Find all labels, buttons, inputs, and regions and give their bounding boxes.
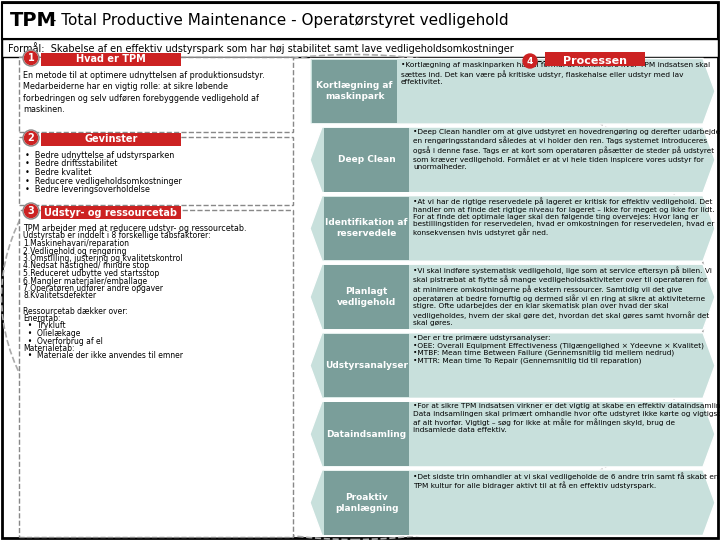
FancyBboxPatch shape [41, 133, 181, 146]
Circle shape [24, 132, 37, 145]
Polygon shape [310, 264, 715, 330]
Polygon shape [310, 195, 715, 261]
Text: Formål:  Skabelse af en effektiv udstyrspark som har høj stabilitet samt lave ve: Formål: Skabelse af en effektiv udstyrsp… [8, 42, 514, 54]
Text: 4: 4 [527, 57, 534, 65]
Text: - Total Productive Maintenance - Operatørstyret vedligehold: - Total Productive Maintenance - Operatø… [46, 14, 508, 29]
Text: Hvad er TPM: Hvad er TPM [76, 55, 146, 64]
Text: Kortlægning af
maskinpark: Kortlægning af maskinpark [316, 81, 392, 102]
FancyBboxPatch shape [324, 334, 409, 397]
Text: Energtab:: Energtab: [23, 314, 60, 323]
Text: Materialetab:: Materialetab: [23, 344, 74, 353]
Text: •  Bedre driftsstabilitet: • Bedre driftsstabilitet [25, 159, 117, 168]
Text: 5.Reduceret udbytte ved startsstop: 5.Reduceret udbytte ved startsstop [23, 269, 159, 278]
Text: Udstyrstab er inddelt i 8 forskellige tabsfaktorer:: Udstyrstab er inddelt i 8 forskellige ta… [23, 232, 211, 240]
Text: •  Overforbrug af el: • Overforbrug af el [23, 336, 103, 346]
Text: 3: 3 [27, 206, 35, 216]
Text: •  Olielækage: • Olielækage [23, 329, 81, 338]
Text: 1.Maskinehavari/reparation: 1.Maskinehavari/reparation [23, 239, 129, 248]
Text: 2.Vedligehold og rengøring: 2.Vedligehold og rengøring [23, 246, 127, 255]
Text: •  Reducere vedligeholdsomkostninger: • Reducere vedligeholdsomkostninger [25, 177, 182, 186]
Text: Identifikation af
reservedele: Identifikation af reservedele [325, 218, 408, 239]
Text: •  Trykluft: • Trykluft [23, 321, 66, 330]
Text: •At vi har de rigtige reservedele på lageret er kritisk for effektiv vedligehold: •At vi har de rigtige reservedele på lag… [413, 198, 715, 237]
Text: Gevinster: Gevinster [84, 134, 138, 145]
Text: 8.Kvalitetsdefekter: 8.Kvalitetsdefekter [23, 292, 96, 300]
Text: Processen: Processen [563, 56, 627, 66]
Text: •  Materiale der ikke anvendes til emner: • Materiale der ikke anvendes til emner [23, 352, 183, 361]
FancyBboxPatch shape [324, 402, 409, 466]
FancyBboxPatch shape [324, 197, 409, 260]
Text: •Deep Clean handler om at give udstyret en hovedrengøring og derefter udarbejde
: •Deep Clean handler om at give udstyret … [413, 129, 720, 171]
Text: •Det sidste trin omhandler at vi skal vedligeholde de 6 andre trin samt få skabt: •Det sidste trin omhandler at vi skal ve… [413, 472, 719, 489]
FancyBboxPatch shape [19, 57, 293, 132]
Text: TPM arbejder med at reducere udstyr- og ressourcetab.: TPM arbejder med at reducere udstyr- og … [23, 224, 246, 233]
FancyBboxPatch shape [545, 52, 645, 66]
Text: •  Bedre udnyttelse af udstyrsparken: • Bedre udnyttelse af udstyrsparken [25, 151, 174, 160]
Text: Planlagt
vedligehold: Planlagt vedligehold [337, 287, 396, 307]
Polygon shape [310, 401, 715, 467]
Text: •Der er tre primære udstyrsanalyser:
•OEE: Overall Equipment Effectiveness (Tilg: •Der er tre primære udstyrsanalyser: •OE… [413, 335, 704, 364]
Circle shape [523, 54, 537, 68]
Text: •Kortlægning af maskinparken har til formål at identificere hvor TPM indsatsen s: •Kortlægning af maskinparken har til for… [401, 60, 710, 85]
Circle shape [24, 51, 37, 64]
Text: Udstyr- og ressourcetab: Udstyr- og ressourcetab [45, 207, 178, 218]
Text: 7.Operatøren udfører andre opgaver: 7.Operatøren udfører andre opgaver [23, 284, 163, 293]
Text: Proaktiv
planlægning: Proaktiv planlægning [335, 492, 398, 513]
FancyBboxPatch shape [324, 265, 409, 329]
FancyBboxPatch shape [324, 471, 409, 535]
Polygon shape [310, 333, 715, 399]
Text: 1: 1 [27, 53, 35, 63]
Text: •Vi skal indføre systematisk vedligehold, lige som at service eftersyn på bilen.: •Vi skal indføre systematisk vedligehold… [413, 266, 712, 326]
FancyBboxPatch shape [2, 39, 718, 57]
Text: •For at sikre TPM indsatsen virkner er det vigtig at skabe en effektiv dataindsa: •For at sikre TPM indsatsen virkner er d… [413, 403, 720, 433]
Text: Ressourcetab dækker over:: Ressourcetab dækker over: [23, 307, 128, 315]
Text: Deep Clean: Deep Clean [338, 156, 395, 164]
Text: Dataindsamling: Dataindsamling [326, 430, 407, 438]
Text: •  Bedre kvalitet: • Bedre kvalitet [25, 168, 91, 177]
FancyBboxPatch shape [312, 59, 397, 123]
FancyBboxPatch shape [19, 210, 293, 537]
Text: 6.Mangler materialer/emballage: 6.Mangler materialer/emballage [23, 276, 147, 286]
Polygon shape [310, 58, 715, 124]
FancyBboxPatch shape [19, 137, 293, 205]
Text: Udstyrsanalyser: Udstyrsanalyser [325, 361, 408, 370]
Text: TPM: TPM [10, 11, 57, 30]
Text: •  Bedre leveringsoverholdelse: • Bedre leveringsoverholdelse [25, 185, 150, 194]
Circle shape [23, 50, 39, 66]
Text: 3.Omstilling, justering og kvalitetskontrol: 3.Omstilling, justering og kvalitetskont… [23, 254, 182, 263]
Text: 4.Nedsat hastighed/ mindre stop: 4.Nedsat hastighed/ mindre stop [23, 261, 149, 271]
Circle shape [23, 130, 39, 146]
Circle shape [24, 205, 37, 218]
Polygon shape [310, 127, 715, 193]
FancyBboxPatch shape [324, 128, 409, 192]
Polygon shape [310, 470, 715, 536]
Text: En metode til at optimere udnyttelsen af produktionsudstyr.
Medarbeiderne har en: En metode til at optimere udnyttelsen af… [23, 71, 265, 114]
FancyBboxPatch shape [41, 53, 181, 66]
FancyBboxPatch shape [2, 3, 718, 39]
Text: 2: 2 [27, 133, 35, 143]
Circle shape [23, 203, 39, 219]
FancyBboxPatch shape [41, 206, 181, 219]
